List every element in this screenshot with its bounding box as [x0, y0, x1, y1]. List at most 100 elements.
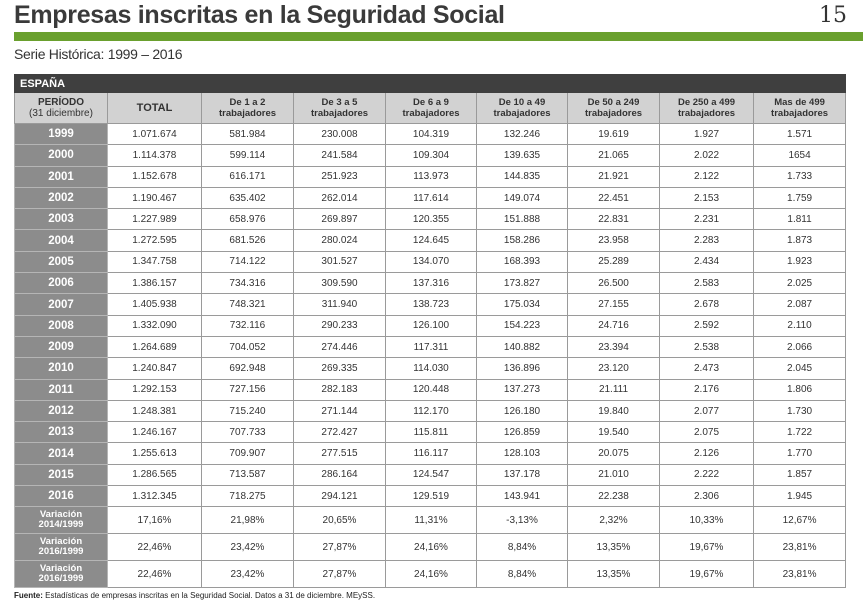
table-cell: 2.678: [659, 293, 754, 316]
table-cell: 1.272.595: [107, 229, 202, 252]
table-row: 2003 1.227.989 658.976 269.897 120.355 151.88…: [14, 208, 847, 231]
table-cell: 24,16%: [385, 560, 477, 589]
table-cell: 144.835: [476, 165, 568, 188]
table-row: 2000 1.114.378 599.114 241.584 109.304 139.63…: [14, 144, 847, 167]
column-header: De 6 a 9 trabajadores: [385, 92, 477, 124]
table-cell: 277.515: [293, 442, 386, 465]
table-cell: 112.170: [385, 399, 477, 423]
table-cell: 140.882: [476, 335, 568, 359]
row-year: 2015: [14, 463, 108, 487]
table-cell: 2.583: [659, 272, 754, 295]
table-cell: 22.831: [567, 208, 660, 231]
table-cell: 120.355: [385, 208, 477, 231]
table-cell: 22.238: [567, 485, 660, 508]
table-cell: 616.171: [201, 165, 294, 188]
table-cell: 27,87%: [293, 533, 386, 562]
table-cell: 126.100: [385, 314, 477, 337]
table-cell: 126.180: [476, 399, 568, 423]
table-cell: 129.519: [385, 485, 477, 508]
subtitle: Serie Histórica: 1999 – 2016: [14, 46, 183, 62]
table-cell: 19,67%: [659, 533, 754, 562]
variation-row: Variación 2014/1999 17,16% 21,98% 20,65% 11,3…: [14, 506, 847, 535]
table-cell: 158.286: [476, 229, 568, 252]
table-cell: 115.811: [385, 421, 477, 444]
table-cell: 269.897: [293, 208, 386, 231]
row-year: 2003: [14, 208, 108, 231]
table-cell: 1.190.467: [107, 186, 202, 210]
table-cell: 175.034: [476, 293, 568, 316]
table-cell: 2.025: [752, 272, 847, 295]
table-cell: 1.286.565: [107, 463, 202, 487]
table-cell: 301.527: [293, 250, 386, 274]
table-cell: 707.733: [201, 421, 294, 444]
row-year: 2012: [14, 399, 108, 423]
table-cell: 280.024: [293, 229, 386, 252]
table-cell: 2.122: [659, 165, 754, 188]
table-cell: 718.275: [201, 485, 294, 508]
table-cell: 13,35%: [567, 533, 660, 562]
row-year: 2014: [14, 442, 108, 465]
period-header-sub: (31 diciembre): [29, 108, 93, 119]
table-cell: 734.316: [201, 272, 294, 295]
column-header: De 10 a 49 trabajadores: [476, 92, 568, 124]
column-header: De 50 a 249 trabajadores: [567, 92, 660, 124]
table-cell: 230.008: [293, 122, 386, 146]
table-cell: 134.070: [385, 250, 477, 274]
table-cell: 113.973: [385, 165, 477, 188]
variation-label-bottom: 2016/1999: [38, 573, 84, 585]
table-cell: 10,33%: [659, 506, 754, 535]
table-cell: 2.231: [659, 208, 754, 231]
table-cell: 2.087: [752, 293, 847, 316]
table-cell: 2.077: [659, 399, 754, 423]
variation-label-top: Variación: [39, 536, 83, 548]
row-year: 2009: [14, 335, 108, 359]
table-cell: 23,42%: [201, 533, 294, 562]
table-cell: 22.451: [567, 186, 660, 210]
table-cell: 149.074: [476, 186, 568, 210]
table-cell: 173.827: [476, 272, 568, 295]
table-cell: 2.283: [659, 229, 754, 252]
table-row: 2007 1.405.938 748.321 311.940 138.723 175.03…: [14, 293, 847, 316]
table-cell: 1.114.378: [107, 144, 202, 167]
table-cell: 2.126: [659, 442, 754, 465]
table-cell: 2.473: [659, 357, 754, 380]
table-cell: 20.075: [567, 442, 660, 465]
table-cell: 25.289: [567, 250, 660, 274]
row-year: 2011: [14, 378, 108, 401]
table-cell: 1.927: [659, 122, 754, 146]
table-cell: 2.066: [752, 335, 847, 359]
table-cell: 19.619: [567, 122, 660, 146]
table-cell: 21.010: [567, 463, 660, 487]
table-cell: 1.386.157: [107, 272, 202, 295]
table-cell: 272.427: [293, 421, 386, 444]
row-year: 2007: [14, 293, 108, 316]
table-row: 2004 1.272.595 681.526 280.024 124.645 158.28…: [14, 229, 847, 252]
row-variation-label: Variación 2016/1999: [14, 560, 108, 589]
table-cell: 137.178: [476, 463, 568, 487]
table-cell: 120.448: [385, 378, 477, 401]
table-row: 2013 1.246.167 707.733 272.427 115.811 126.85…: [14, 421, 847, 444]
table-cell: 1654: [752, 144, 847, 167]
table-cell: 1.264.689: [107, 335, 202, 359]
table-cell: 22,46%: [107, 533, 202, 562]
column-header: De 3 a 5 trabajadores: [293, 92, 386, 124]
table-cell: 17,16%: [107, 506, 202, 535]
table-cell: 12,67%: [752, 506, 847, 535]
table-cell: 1.730: [752, 399, 847, 423]
table-cell: 139.635: [476, 144, 568, 167]
table-cell: 27.155: [567, 293, 660, 316]
table-row: 1999 1.071.674 581.984 230.008 104.319 132.24…: [14, 122, 847, 146]
column-header: Mas de 499 trabajadores: [752, 92, 847, 124]
table-cell: 2.075: [659, 421, 754, 444]
table-cell: 124.645: [385, 229, 477, 252]
row-year: 2002: [14, 186, 108, 210]
table-cell: 251.923: [293, 165, 386, 188]
table-cell: -3,13%: [476, 506, 568, 535]
variation-label-bottom: 2016/1999: [38, 546, 84, 558]
table-cell: 271.144: [293, 399, 386, 423]
table-cell: 143.941: [476, 485, 568, 508]
table-row: 2001 1.152.678 616.171 251.923 113.973 144.83…: [14, 165, 847, 188]
table-cell: 137.316: [385, 272, 477, 295]
table-cell: 1.759: [752, 186, 847, 210]
table-row: 2016 1.312.345 718.275 294.121 129.519 143.94…: [14, 485, 847, 508]
